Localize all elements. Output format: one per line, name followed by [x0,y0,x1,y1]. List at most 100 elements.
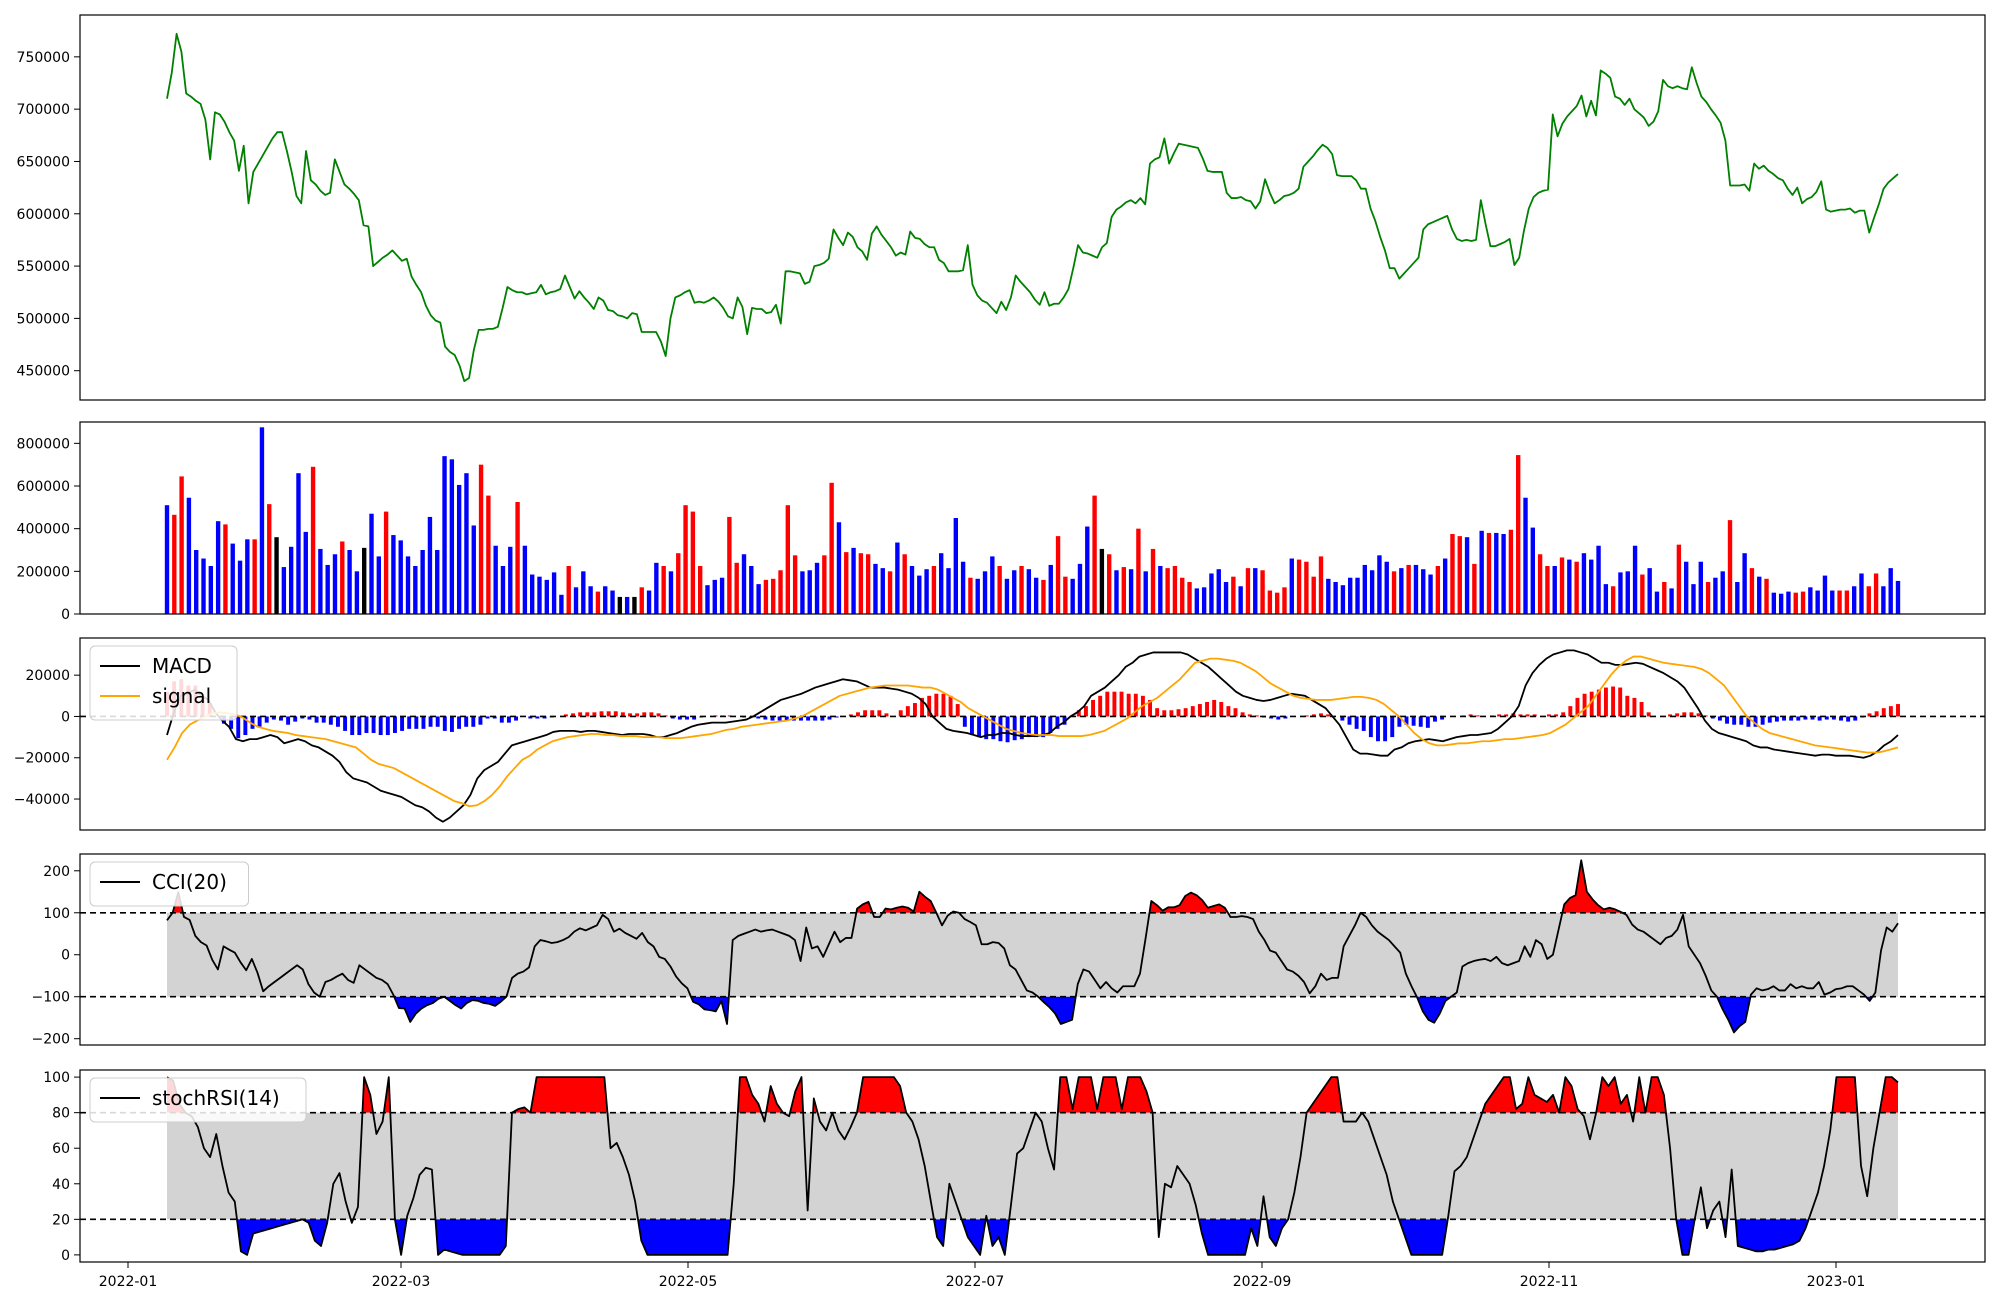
macd-histogram-bar [770,716,775,721]
volume-bar [1333,582,1338,614]
cci-neutral-band [167,912,1898,997]
macd-histogram-bar [1888,706,1893,717]
cci-overbought-fill [1562,860,1623,913]
macd-histogram-bar [357,716,362,736]
cci-oversold-fill [1038,996,1076,1025]
volume-bar [1012,570,1017,614]
macd-histogram-bar [1710,716,1715,719]
macd-histogram-bar [1497,714,1502,717]
cci-y-tick-label: 0 [61,948,70,964]
macd-histogram-bar [1468,714,1473,717]
volume-bar [515,502,520,614]
macd-histogram-bar [969,716,974,736]
macd-histogram-bar [727,715,732,717]
macd-histogram-bar [1796,716,1801,721]
macd-histogram-bar [599,711,604,717]
volume-bar [1223,582,1229,614]
macd-histogram-bar [1126,693,1131,717]
volume-bar [1786,591,1791,614]
volume-bar [1691,584,1696,614]
volume-bar [1450,534,1455,614]
volume-bar [1274,592,1280,614]
volume-bar [1873,573,1879,614]
macd-histogram-bar [1390,716,1395,738]
macd-histogram-bar [1133,693,1138,717]
volume-bar [1369,570,1375,614]
volume-bar [895,542,900,614]
macd-histogram-bar [485,716,490,719]
volume-bar [172,514,177,614]
volume-bar [800,571,805,614]
volume-bar [1136,528,1141,614]
stochrsi-y-tick-label: 80 [52,1106,70,1122]
macd-histogram-bar [1162,710,1167,717]
volume-bar [252,539,257,614]
volume-bar [697,566,703,614]
macd-histogram-bar [670,716,675,719]
macd-histogram-bar [1717,716,1722,721]
volume-bar [1749,568,1755,614]
volume-bar [1187,582,1192,614]
volume-bar [1311,576,1316,614]
volume-bar [953,518,958,614]
macd-histogram-bar [606,711,611,717]
volume-bar [566,566,571,614]
macd-histogram-bar [848,714,853,717]
volume-bar [588,586,593,614]
volume-bar [1253,568,1258,614]
macd-histogram-bar [414,716,419,729]
volume-bar [391,535,396,614]
macd-histogram-bar [1219,702,1224,717]
volume-bar [1545,566,1550,614]
macd-histogram-bar [1247,714,1252,717]
macd-histogram-bar [1112,691,1117,717]
volume-bar [318,548,323,614]
macd-histogram-bar [1867,713,1872,717]
volume-bar [654,562,659,614]
stochrsi-neutral-band [167,1112,1898,1220]
macd-histogram-bar [913,703,917,717]
macd-histogram-bar [756,716,761,719]
macd-histogram-bar [1026,716,1031,738]
volume-bar [1684,561,1689,614]
volume-bar [537,576,542,614]
macd-histogram-bar [692,716,697,720]
x-axis-tick-label: 2022-07 [946,1274,1005,1290]
volume-bar [559,594,564,614]
volume-bar [1442,558,1448,614]
volume-bar [727,516,732,614]
macd-histogram-bar [863,710,868,717]
volume-bar [1362,564,1368,614]
volume-bar [325,564,330,614]
stochrsi-overbought-fill [1057,1077,1153,1113]
macd-histogram-bar [1176,709,1181,717]
macd-histogram-bar [628,713,632,717]
stochrsi-overbought-fill [362,1077,374,1113]
cci-line [166,859,1899,1034]
volume-bar [508,546,513,614]
volume-bar [624,596,630,614]
volume-bar [836,522,842,614]
macd-histogram-bar [264,716,269,723]
volume-bar [164,505,170,614]
volume-bar [1289,558,1294,614]
macd-histogram-bar [585,712,590,717]
volume-bar [1165,568,1170,614]
volume-bar [990,556,995,614]
volume-bar [712,579,717,614]
volume-bar [237,560,243,614]
volume-bar [880,568,885,614]
macd-histogram-bar [1824,716,1829,720]
x-axis-tick-label: 2022-09 [1233,1274,1292,1290]
volume-bar [1603,584,1609,614]
volume-bar [887,571,893,614]
macd-histogram-bar [343,716,348,731]
volume-bar [486,495,491,614]
macd-histogram-bar [464,716,469,727]
macd-histogram-bar [1376,716,1380,742]
volume-bar [1516,455,1521,614]
stochrsi-oversold-fill [394,1219,407,1255]
volume-bar [493,545,498,614]
volume-bar [946,568,951,614]
